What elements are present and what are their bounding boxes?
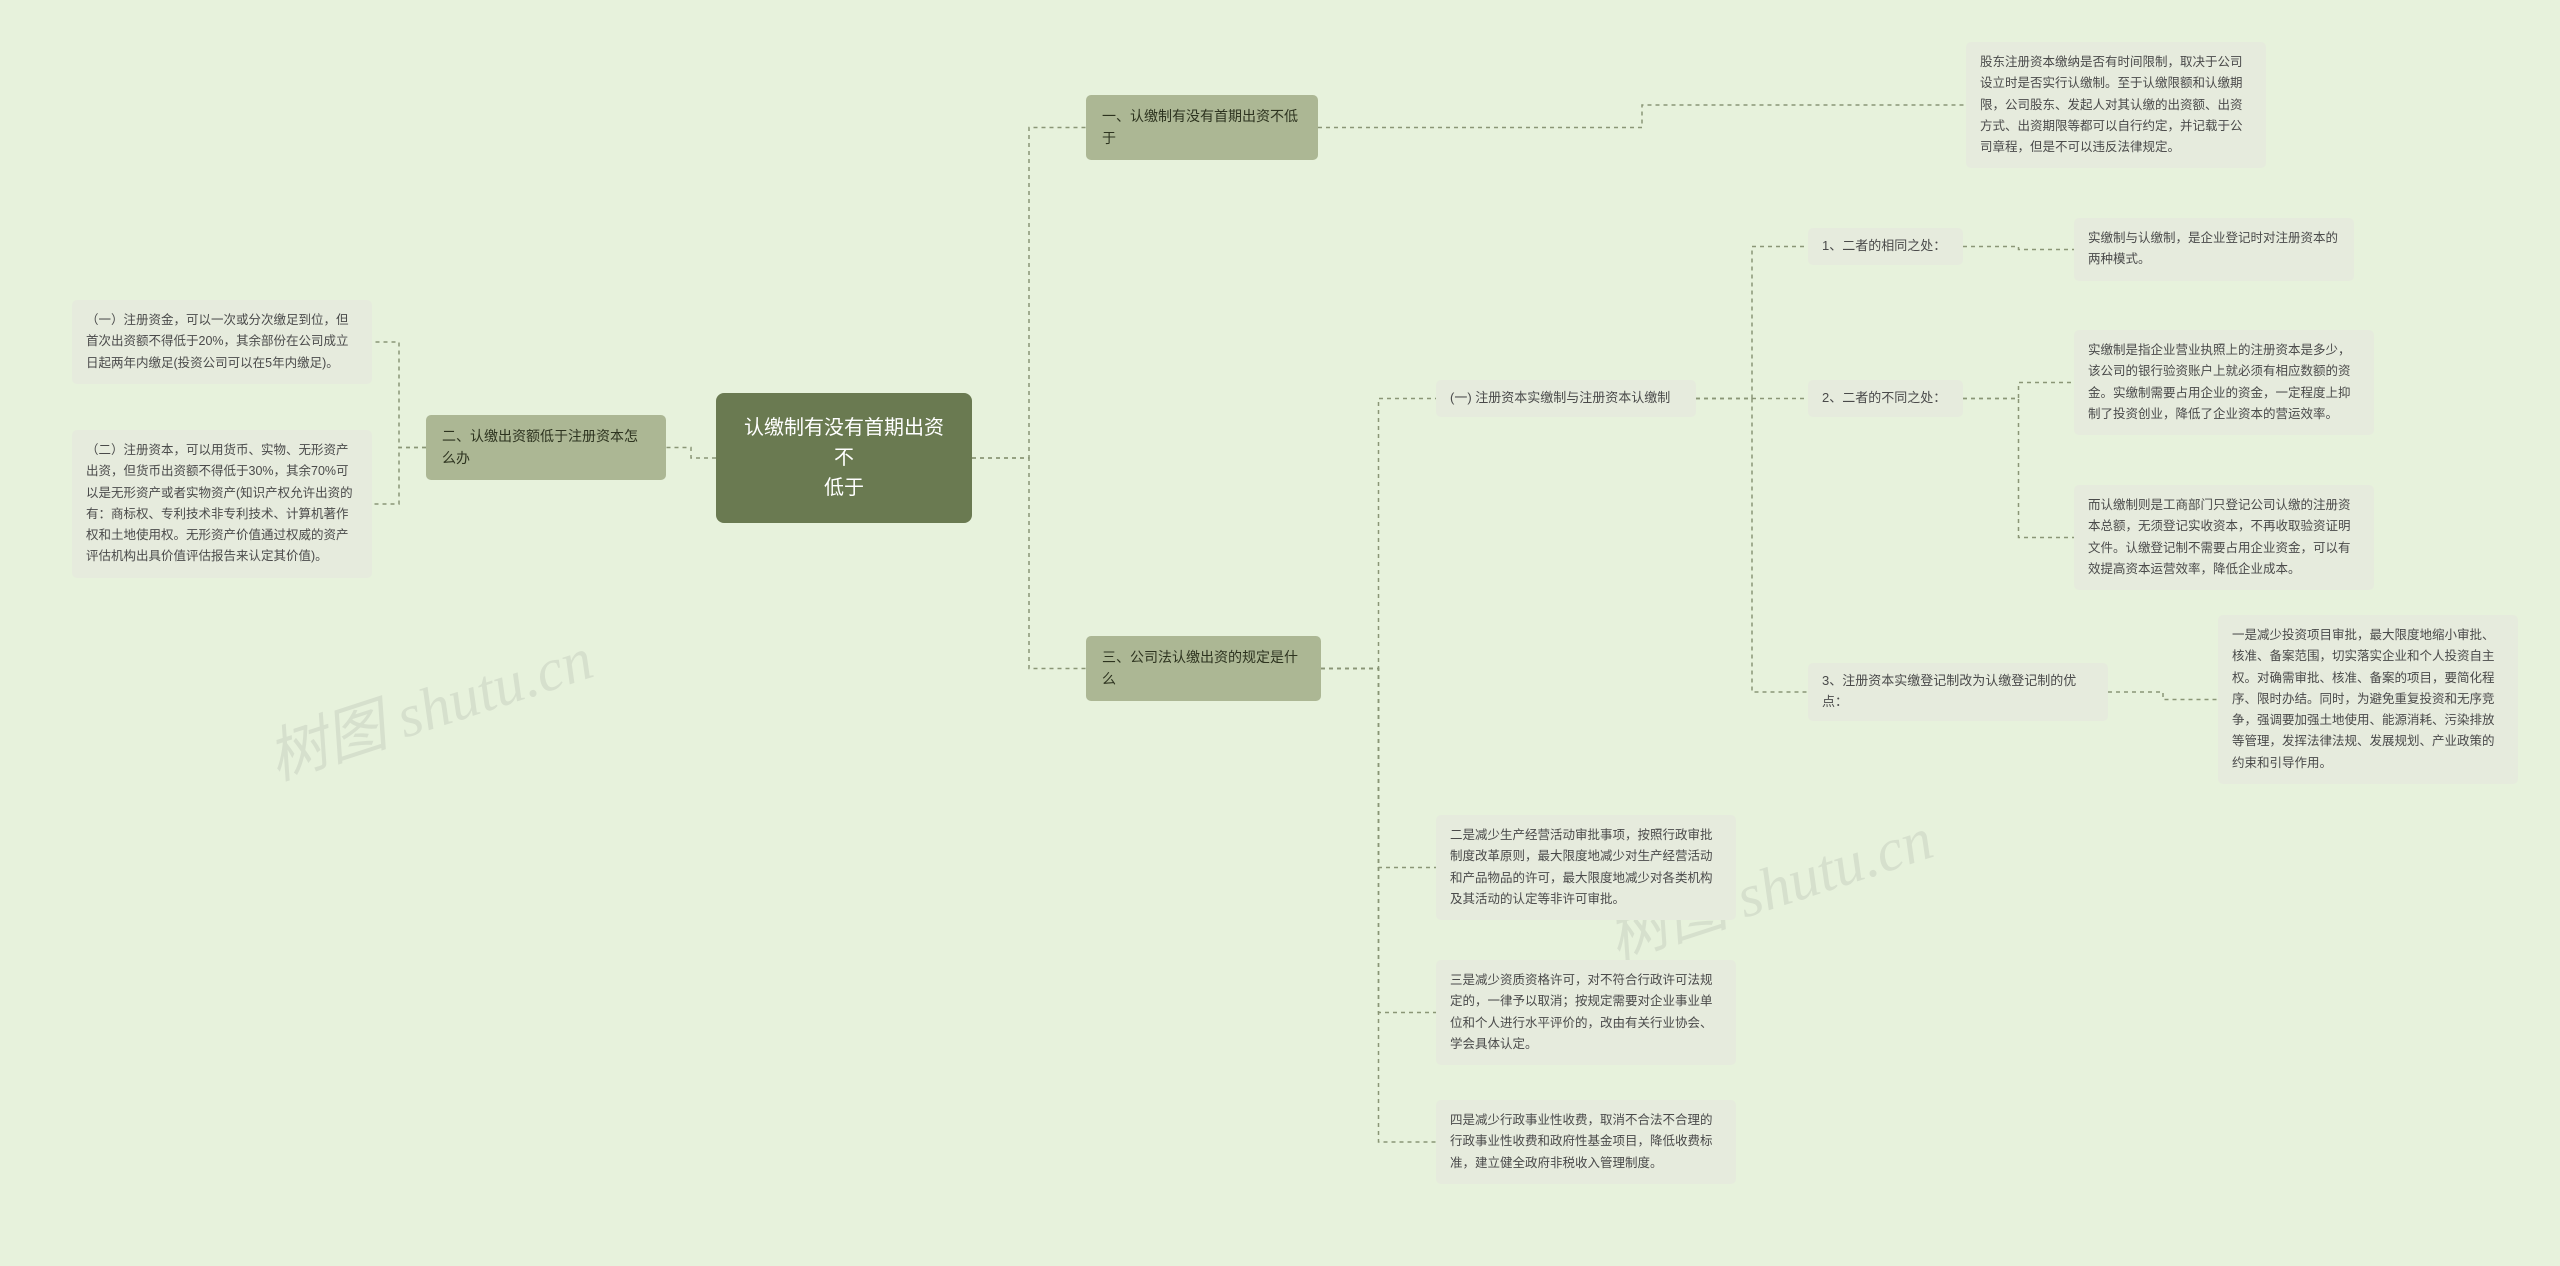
leaf-node-b3l2[interactable]: 二是减少生产经营活动审批事项，按照行政审批制度改革原则，最大限度地减少对生产经营… [1436,815,1736,920]
leaf-node-b3s1b1[interactable]: 实缴制是指企业营业执照上的注册资本是多少，该公司的银行验资账户上就必须有相应数额… [2074,330,2374,435]
branch-node-b1[interactable]: 一、认缴制有没有首期出资不低于 [1086,95,1318,160]
connector-5 [372,448,426,505]
connector-10 [1696,247,1808,399]
sub-node-b3s1[interactable]: (一) 注册资本实缴制与注册资本认缴制 [1436,380,1696,417]
watermark-0: 树图 shutu.cn [255,610,602,797]
sub-node-b3s1c[interactable]: 3、注册资本实缴登记制改为认缴登记制的优点： [1808,663,2108,721]
leaf-node-b3l4-label: 四是减少行政事业性收费，取消不合法不合理的行政事业性收费和政府性基金项目，降低收… [1450,1113,1713,1170]
leaf-node-b3s1a1-label: 实缴制与认缴制，是企业登记时对注册资本的两种模式。 [2088,231,2338,266]
leaf-node-b3l3-label: 三是减少资质资格许可，对不符合行政许可法规定的，一律予以取消；按规定需要对企业事… [1450,973,1713,1051]
leaf-node-b2l2[interactable]: （二）注册资本，可以用货币、实物、无形资产出资，但货币出资额不得低于30%，其余… [72,430,372,578]
connector-9 [1321,669,1436,1143]
connector-8 [1321,669,1436,1013]
leaf-node-b1l1-label: 股东注册资本缴纳是否有时间限制，取决于公司设立时是否实行认缴制。至于认缴限额和认… [1980,55,2243,154]
branch-node-b3-label: 三、公司法认缴出资的规定是什么 [1102,649,1298,687]
branch-node-b3[interactable]: 三、公司法认缴出资的规定是什么 [1086,636,1321,701]
connector-14 [1963,383,2074,399]
leaf-node-b3l2-label: 二是减少生产经营活动审批事项，按照行政审批制度改革原则，最大限度地减少对生产经营… [1450,828,1713,906]
connector-16 [2108,692,2218,700]
branch-node-b2[interactable]: 二、认缴出资额低于注册资本怎么办 [426,415,666,480]
leaf-node-b3s1c1[interactable]: 一是减少投资项目审批，最大限度地缩小审批、核准、备案范围，切实落实企业和个人投资… [2218,615,2518,784]
connector-13 [1963,247,2074,250]
leaf-node-b2l1-label: （一）注册资金，可以一次或分次缴足到位，但首次出资额不得低于20%，其余部份在公… [86,313,349,370]
leaf-node-b3s1b2-label: 而认缴制则是工商部门只登记公司认缴的注册资本总额，无须登记实收资本，不再收取验资… [2088,498,2351,576]
connector-1 [972,458,1086,669]
leaf-node-b2l2-label: （二）注册资本，可以用货币、实物、无形资产出资，但货币出资额不得低于30%，其余… [86,443,353,563]
root-node[interactable]: 认缴制有没有首期出资不 低于 [716,393,972,523]
sub-node-b3s1c-label: 3、注册资本实缴登记制改为认缴登记制的优点： [1822,673,2076,709]
leaf-node-b3s1c1-label: 一是减少投资项目审批，最大限度地缩小审批、核准、备案范围，切实落实企业和个人投资… [2232,628,2495,770]
mindmap-canvas: 树图 shutu.cn树图 shutu.cn认缴制有没有首期出资不 低于一、认缴… [0,0,2560,1266]
connector-7 [1321,669,1436,868]
branch-node-b2-label: 二、认缴出资额低于注册资本怎么办 [442,428,638,466]
connector-6 [1321,399,1436,669]
leaf-node-b3l3[interactable]: 三是减少资质资格许可，对不符合行政许可法规定的，一律予以取消；按规定需要对企业事… [1436,960,1736,1065]
connector-15 [1963,399,2074,538]
sub-node-b3s1a-label: 1、二者的相同之处： [1822,238,1946,253]
leaf-node-b3s1b2[interactable]: 而认缴制则是工商部门只登记公司认缴的注册资本总额，无须登记实收资本，不再收取验资… [2074,485,2374,590]
sub-node-b3s1-label: (一) 注册资本实缴制与注册资本认缴制 [1450,390,1670,405]
leaf-node-b3l4[interactable]: 四是减少行政事业性收费，取消不合法不合理的行政事业性收费和政府性基金项目，降低收… [1436,1100,1736,1184]
leaf-node-b1l1[interactable]: 股东注册资本缴纳是否有时间限制，取决于公司设立时是否实行认缴制。至于认缴限额和认… [1966,42,2266,168]
sub-node-b3s1a[interactable]: 1、二者的相同之处： [1808,228,1963,265]
sub-node-b3s1b-label: 2、二者的不同之处： [1822,390,1946,405]
connector-2 [666,448,716,459]
connector-3 [1318,105,1966,128]
connector-layer [0,0,2560,1266]
root-node-label: 认缴制有没有首期出资不 低于 [744,417,944,499]
connector-12 [1696,399,1808,693]
connector-0 [972,128,1086,459]
sub-node-b3s1b[interactable]: 2、二者的不同之处： [1808,380,1963,417]
leaf-node-b2l1[interactable]: （一）注册资金，可以一次或分次缴足到位，但首次出资额不得低于20%，其余部份在公… [72,300,372,384]
leaf-node-b3s1b1-label: 实缴制是指企业营业执照上的注册资本是多少，该公司的银行验资账户上就必须有相应数额… [2088,343,2351,421]
leaf-node-b3s1a1[interactable]: 实缴制与认缴制，是企业登记时对注册资本的两种模式。 [2074,218,2354,281]
branch-node-b1-label: 一、认缴制有没有首期出资不低于 [1102,108,1298,146]
connector-4 [372,342,426,448]
